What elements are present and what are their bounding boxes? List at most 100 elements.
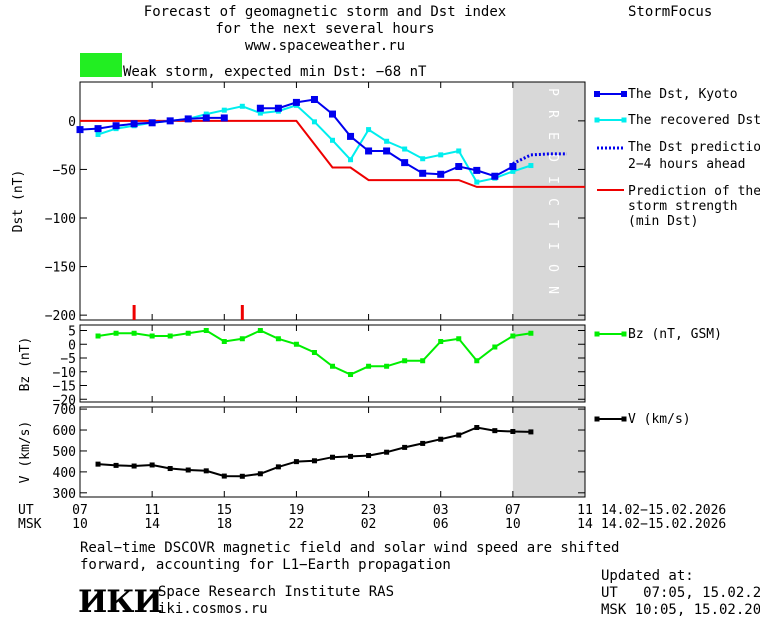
kyoto-dst-point <box>292 98 300 106</box>
min-dst-prediction-line <box>80 119 585 188</box>
min-dst-legend-text: (min Dst) <box>628 214 698 229</box>
ut-tick-label: 15 <box>216 503 232 518</box>
bz-y-tick-label: −10 <box>53 366 76 381</box>
ut-tick-label: 03 <box>433 503 449 518</box>
solar-wind-speed-point <box>311 458 317 464</box>
ut-date-range: 14.02−15.02.2026 <box>601 503 726 518</box>
bz-panel-frame <box>79 324 586 403</box>
solar-wind-speed-point <box>149 462 155 468</box>
min-dst-legend-text: storm strength <box>628 199 738 214</box>
kyoto-dst-point <box>383 147 391 155</box>
bz-point <box>275 336 281 342</box>
kyoto-dst-point <box>310 95 318 103</box>
recovered-dst-legend-text: The recovered Dst <box>628 113 760 128</box>
bz-y-tick-label: −15 <box>53 380 76 395</box>
solar-wind-speed-point <box>131 463 137 469</box>
ut-tick-label: 19 <box>289 503 305 518</box>
v-axis-label: V (km/s) <box>18 421 33 484</box>
kyoto-dst-point <box>166 117 174 125</box>
recovered-dst-point <box>95 131 101 137</box>
bz-point <box>95 333 101 339</box>
prediction-label-char: C <box>545 198 560 206</box>
bz-y-tick-label: −20 <box>53 393 76 408</box>
kyoto-dst-point <box>329 110 336 118</box>
institute-website[interactable]: iki.cosmos.ru <box>158 601 268 617</box>
solar-wind-speed-point <box>185 467 191 473</box>
bz-point <box>167 333 173 339</box>
kyoto-dst-point <box>437 170 445 178</box>
kyoto-dst-point <box>347 132 355 140</box>
solar-wind-speed-point <box>438 436 444 442</box>
ut-tick-label: 11 <box>577 503 593 518</box>
ut-tick-label: 11 <box>144 503 160 518</box>
iki-logo[interactable]: ИКИ <box>78 584 163 620</box>
msk-tick-label: 10 <box>505 517 521 532</box>
solar-wind-speed-point <box>275 464 281 470</box>
prediction-label-char: D <box>545 154 560 162</box>
updated-label: Updated at: <box>601 568 694 584</box>
bz-point <box>510 333 516 339</box>
prediction-band-dst <box>512 82 585 320</box>
bz-point <box>239 336 245 342</box>
footer-note-line-1: Real−time DSCOVR magnetic field and sola… <box>80 540 620 556</box>
solar-wind-speed-legend-marker <box>594 416 600 422</box>
msk-tick-label: 14 <box>577 517 593 532</box>
msk-tick-label: 14 <box>144 517 160 532</box>
kyoto-dst-point <box>148 119 156 127</box>
recovered-dst-point <box>330 137 335 143</box>
kyoto-dst-legend-text: The Dst, Kyoto <box>628 87 738 102</box>
solar-wind-speed-point <box>384 449 390 455</box>
v-y-tick-label: 400 <box>53 466 76 481</box>
recovered-dst-point <box>348 157 354 163</box>
min-dst-legend-text: Prediction of the <box>628 184 760 199</box>
kyoto-dst-point <box>94 125 102 133</box>
bz-point <box>492 344 498 350</box>
solar-wind-speed-legend-marker <box>621 416 627 422</box>
solar-wind-speed-point <box>348 453 354 459</box>
recovered-dst-point <box>366 127 372 133</box>
kyoto-dst-point <box>202 114 210 122</box>
bz-point <box>131 330 137 336</box>
prediction-label-char: P <box>545 88 560 96</box>
storm-level-label: Weak storm, expected min Dst: −68 nT <box>123 64 427 80</box>
solar-wind-speed-line <box>97 426 531 478</box>
solar-wind-speed-point <box>257 471 263 477</box>
dst-y-tick-label: −200 <box>45 309 76 324</box>
ut-tick-label: 07 <box>72 503 88 518</box>
dst-prediction-legend-text: The Dst prediction <box>628 140 760 155</box>
bz-y-tick-label: 5 <box>68 325 76 340</box>
bz-point <box>203 328 209 333</box>
ut-tick-label: 23 <box>361 503 377 518</box>
recovered-dst-point <box>221 107 227 113</box>
v-y-tick-label: 500 <box>53 445 76 460</box>
kyoto-dst-point <box>130 120 138 128</box>
kyoto-dst-legend-marker <box>621 91 627 97</box>
kyoto-dst-point <box>455 163 463 171</box>
msk-tick-label: 02 <box>361 517 377 532</box>
solar-wind-speed-point <box>528 429 534 435</box>
chart-title-line-2: for the next several hours <box>215 21 435 37</box>
msk-date-range: 14.02−15.02.2026 <box>601 517 726 532</box>
prediction-label-char: N <box>545 286 560 294</box>
kyoto-dst-point <box>419 169 427 177</box>
bz-point <box>438 339 444 344</box>
kyoto-dst-point <box>473 166 481 174</box>
prediction-label-char: O <box>545 264 560 272</box>
bz-point <box>257 328 263 333</box>
v-panel-frame <box>79 406 586 498</box>
bz-point <box>474 358 480 364</box>
updated-ut: UT 07:05, 15.02.2026 <box>601 585 760 601</box>
chart-title-line-1: Forecast of geomagnetic storm and Dst in… <box>143 4 507 20</box>
recovered-dst-point <box>456 148 462 154</box>
solar-wind-speed-point <box>293 459 299 465</box>
bz-point <box>311 350 317 355</box>
bz-point <box>221 339 227 344</box>
recovered-dst-point <box>239 103 245 109</box>
solar-wind-speed-point <box>167 466 173 472</box>
bz-point <box>402 358 408 364</box>
bz-point <box>420 358 426 364</box>
v-y-tick-label: 300 <box>53 487 76 502</box>
bz-point <box>456 336 462 342</box>
ut-axis-label: UT <box>18 503 34 518</box>
chart-title-url[interactable]: www.spaceweather.ru <box>244 38 406 54</box>
